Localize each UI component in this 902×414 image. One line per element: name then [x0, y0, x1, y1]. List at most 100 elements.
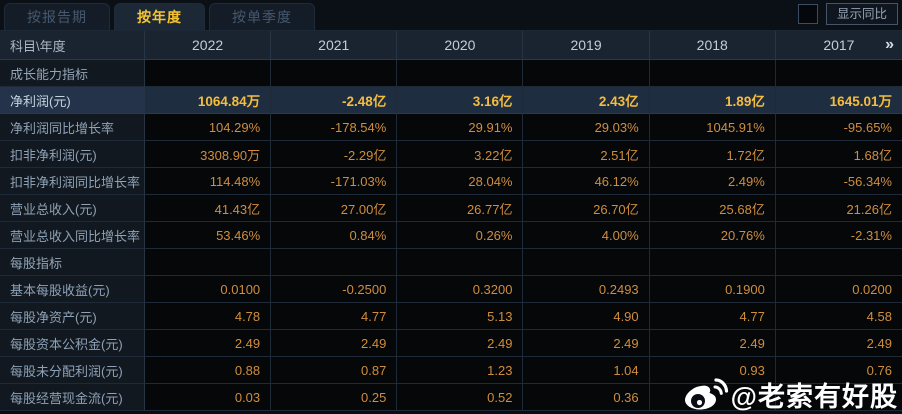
value-cell: 0.1900: [649, 276, 776, 303]
value-cell: 0.88: [145, 357, 272, 384]
table-row[interactable]: 每股指标: [0, 249, 902, 276]
value-cell: 1.04: [523, 357, 650, 384]
value-cell: 1.68亿: [775, 141, 902, 168]
value-cell: -56.34%: [775, 168, 902, 195]
period-tab-bar: 按报告期 按年度 按单季度 显示同比: [0, 0, 902, 31]
value-cell: 5.13: [397, 303, 524, 330]
value-cell: 29.91%: [397, 114, 524, 141]
value-cell: -95.65%: [775, 114, 902, 141]
table-row[interactable]: 基本每股收益(元) 0.0100 -0.2500 0.3200 0.2493 0.1900…: [0, 276, 902, 303]
row-label: 成长能力指标: [0, 60, 145, 87]
value-cell: 1.72亿: [649, 141, 776, 168]
value-cell: -2.31%: [775, 222, 902, 249]
value-cell: 2.49: [775, 330, 902, 357]
value-cell: 3308.90万: [145, 141, 272, 168]
tab-1-active[interactable]: 按年度: [114, 3, 205, 30]
value-cell: 2.49: [271, 330, 398, 357]
tab-list: 按报告期 按年度 按单季度: [0, 3, 315, 30]
value-cell: 1.89亿: [649, 87, 776, 114]
value-cell: 2.51亿: [523, 141, 650, 168]
value-cell: 2.49: [397, 330, 524, 357]
table-row[interactable]: 成长能力指标: [0, 60, 902, 87]
tab-0[interactable]: 按报告期: [4, 3, 110, 30]
value-cell: 21.26亿: [775, 195, 902, 222]
value-cell: 4.90: [523, 303, 650, 330]
value-cell: 2.49: [145, 330, 272, 357]
more-columns-icon[interactable]: »: [885, 36, 894, 53]
value-cell: [397, 249, 524, 276]
value-cell: [775, 384, 902, 411]
value-cell: -0.2500: [271, 276, 398, 303]
table-body: 成长能力指标 净利润(元) 1064.84万 -2.48亿 3.16亿 2.43亿 1.89…: [0, 60, 902, 411]
value-cell: 0.87: [271, 357, 398, 384]
row-label: 扣非净利润同比增长率: [0, 168, 145, 195]
value-cell: 3.16亿: [397, 87, 524, 114]
value-cell: 114.48%: [145, 168, 272, 195]
value-cell: 41.43亿: [145, 195, 272, 222]
value-cell: 28.04%: [397, 168, 524, 195]
row-label: 营业总收入同比增长率: [0, 222, 145, 249]
value-cell: 0.52: [397, 384, 524, 411]
row-label: 每股资本公积金(元): [0, 330, 145, 357]
row-label: 净利润同比增长率: [0, 114, 145, 141]
value-cell: [775, 60, 902, 87]
value-cell: -2.48亿: [271, 87, 398, 114]
value-cell: [649, 249, 776, 276]
show-yoy-checkbox[interactable]: [797, 4, 818, 24]
value-cell: 0.76: [775, 357, 902, 384]
row-label: 每股经营现金流(元): [0, 384, 145, 411]
value-cell: 4.78: [145, 303, 272, 330]
value-cell: 4.00%: [523, 222, 650, 249]
value-cell: 4.77: [271, 303, 398, 330]
value-cell: 29.03%: [523, 114, 650, 141]
year-header-2017: 2017»: [823, 36, 894, 53]
value-cell: 25.68亿: [649, 195, 776, 222]
value-cell: 20.76%: [649, 222, 776, 249]
value-cell: 104.29%: [145, 114, 272, 141]
value-cell: [145, 60, 272, 87]
year-header-2019: 2019: [523, 31, 650, 59]
value-cell: 4.58: [775, 303, 902, 330]
value-cell: -171.03%: [271, 168, 398, 195]
value-cell: [397, 60, 524, 87]
value-cell: 0.25: [271, 384, 398, 411]
corner-header-cell: 科目\年度: [0, 31, 145, 59]
tab-2[interactable]: 按单季度: [209, 3, 315, 30]
value-cell: 0.0100: [145, 276, 272, 303]
value-cell: 0.3200: [397, 276, 524, 303]
value-cell: 53.46%: [145, 222, 272, 249]
value-cell: 26.77亿: [397, 195, 524, 222]
value-cell: 1.23: [397, 357, 524, 384]
value-cell: 1064.84万: [145, 87, 272, 114]
value-cell: [649, 60, 776, 87]
value-cell: [271, 249, 398, 276]
table-row[interactable]: 净利润(元) 1064.84万 -2.48亿 3.16亿 2.43亿 1.89亿 1645.…: [0, 87, 902, 114]
show-yoy-button[interactable]: 显示同比: [825, 3, 898, 25]
table-header-row: 科目\年度 2022 2021 2020 2019 2018 2017»: [0, 31, 902, 60]
table-row[interactable]: 净利润同比增长率 104.29% -178.54% 29.91% 29.03% 1045.…: [0, 114, 902, 141]
table-row[interactable]: 每股未分配利润(元) 0.88 0.87 1.23 1.04 0.93 0.76: [0, 357, 902, 384]
table-row[interactable]: 扣非净利润(元) 3308.90万 -2.29亿 3.22亿 2.51亿 1.72亿 1.6…: [0, 141, 902, 168]
table-row[interactable]: 每股经营现金流(元) 0.03 0.25 0.52 0.36: [0, 384, 902, 411]
value-cell: 0.84%: [271, 222, 398, 249]
table-row[interactable]: 扣非净利润同比增长率 114.48% -171.03% 28.04% 46.12% 2.4…: [0, 168, 902, 195]
value-cell: 0.0200: [775, 276, 902, 303]
year-header-2022: 2022: [145, 31, 272, 59]
value-cell: 0.36: [523, 384, 650, 411]
value-cell: [523, 249, 650, 276]
value-cell: 26.70亿: [523, 195, 650, 222]
table-row[interactable]: 每股净资产(元) 4.78 4.77 5.13 4.90 4.77 4.58: [0, 303, 902, 330]
row-label: 每股净资产(元): [0, 303, 145, 330]
value-cell: 2.49%: [649, 168, 776, 195]
table-row[interactable]: 营业总收入同比增长率 53.46% 0.84% 0.26% 4.00% 20.76% -2.…: [0, 222, 902, 249]
value-cell: 0.03: [145, 384, 272, 411]
value-cell: 1645.01万: [775, 87, 902, 114]
value-cell: [523, 60, 650, 87]
table-row[interactable]: 每股资本公积金(元) 2.49 2.49 2.49 2.49 2.49 2.49: [0, 330, 902, 357]
table-row[interactable]: 营业总收入(元) 41.43亿 27.00亿 26.77亿 26.70亿 25.68亿 21…: [0, 195, 902, 222]
row-label: 营业总收入(元): [0, 195, 145, 222]
year-header-2021: 2021: [271, 31, 398, 59]
value-cell: 0.2493: [523, 276, 650, 303]
value-cell: 27.00亿: [271, 195, 398, 222]
